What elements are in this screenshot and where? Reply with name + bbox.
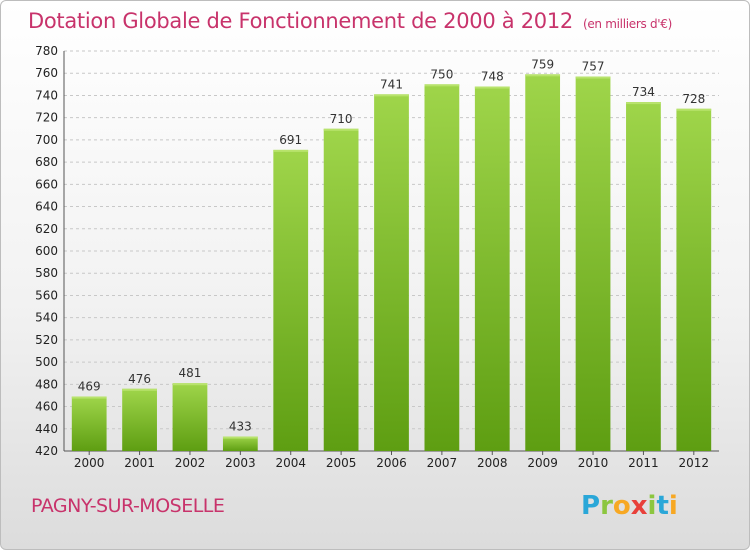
x-tick-label: 2004: [275, 456, 306, 470]
x-tick-label: 2006: [376, 456, 407, 470]
logo-letter: r: [600, 491, 613, 521]
data-label: 710: [330, 112, 353, 126]
data-label: 728: [682, 92, 705, 106]
bar: [474, 86, 510, 452]
y-tick-label: 600: [35, 244, 58, 258]
bar-highlight: [323, 128, 359, 131]
y-tick-label: 640: [35, 200, 58, 214]
x-tick-label: 2002: [175, 456, 206, 470]
y-tick-label: 420: [35, 444, 58, 458]
y-tick-label: 440: [35, 422, 58, 436]
y-tick-label: 780: [35, 44, 58, 58]
y-tick-label: 520: [35, 333, 58, 347]
x-tick-label: 2005: [326, 456, 357, 470]
logo-letter: i: [668, 491, 678, 521]
bar: [122, 388, 157, 451]
x-tick-label: 2003: [225, 456, 256, 470]
bar-highlight: [676, 108, 712, 111]
data-labels: 469 476 481 433 691 710 741 750 748 759 757 734 728: [78, 57, 706, 433]
bar: [222, 436, 258, 451]
bars: [71, 74, 712, 452]
bar-highlight: [474, 86, 510, 89]
x-tick-label: 2009: [527, 456, 558, 470]
logo-letter: o: [612, 491, 631, 521]
bar-highlight: [525, 74, 561, 77]
data-label: 734: [632, 85, 655, 99]
y-tick-label: 620: [35, 222, 58, 236]
data-label: 748: [481, 70, 504, 84]
x-tick-label: 2011: [628, 456, 659, 470]
y-tick-label: 760: [35, 66, 58, 80]
logo-letter: t: [656, 491, 669, 521]
chart-subtitle: (en milliers d'€): [582, 17, 672, 31]
bar: [525, 74, 561, 451]
bar: [71, 396, 107, 451]
bar: [575, 76, 611, 452]
bar-highlight: [575, 76, 611, 79]
y-tick-label: 540: [35, 311, 58, 325]
chart-title-text: Dotation Globale de Fonctionnement de 20…: [28, 9, 573, 33]
data-label: 476: [128, 372, 151, 386]
chart-title: Dotation Globale de Fonctionnement de 20…: [28, 9, 672, 33]
bar: [626, 102, 661, 451]
x-tick-label: 2010: [578, 456, 609, 470]
bar-highlight: [626, 102, 661, 105]
x-tick-label: 2001: [124, 456, 155, 470]
bar-highlight: [172, 383, 208, 386]
logo-letter: x: [630, 491, 648, 521]
bar: [172, 383, 208, 451]
bar: [374, 94, 409, 451]
data-label: 691: [279, 133, 302, 147]
y-tick-label: 560: [35, 288, 58, 302]
y-tick-label: 740: [35, 88, 58, 102]
bar-highlight: [122, 388, 157, 391]
logo-letter: P: [581, 491, 601, 521]
bar: [323, 128, 359, 451]
y-tick-label: 480: [35, 377, 58, 391]
commune-name: PAGNY-SUR-MOSELLE: [31, 495, 225, 517]
x-tick-label: 2008: [477, 456, 508, 470]
data-label: 469: [78, 380, 101, 394]
bar-highlight: [71, 396, 107, 399]
axes: 420 440 460 480 500 520 540 560 580 600 620 640 660 6…: [35, 44, 719, 470]
data-label: 481: [179, 366, 202, 380]
y-tick-label: 460: [35, 400, 58, 414]
x-tick-label: 2007: [427, 456, 458, 470]
bar: [424, 84, 460, 451]
y-tick-label: 660: [35, 177, 58, 191]
data-label: 741: [380, 77, 403, 91]
y-tick-label: 700: [35, 133, 58, 147]
bar-highlight: [222, 436, 258, 439]
logo-letter: i: [647, 491, 657, 521]
bar-highlight: [424, 84, 460, 87]
data-label: 757: [582, 60, 605, 74]
bar-highlight: [273, 149, 309, 152]
data-label: 750: [430, 67, 453, 81]
y-tick-label: 680: [35, 155, 58, 169]
y-tick-label: 500: [35, 355, 58, 369]
y-tick-label: 580: [35, 266, 58, 280]
data-label: 433: [229, 420, 252, 434]
x-tick-label: 2000: [74, 456, 105, 470]
y-tick-label: 720: [35, 111, 58, 125]
bar: [273, 149, 309, 451]
data-label: 759: [531, 57, 554, 71]
bar: [676, 108, 712, 452]
x-tick-label: 2012: [679, 456, 710, 470]
bar-highlight: [374, 94, 409, 97]
proxiti-logo: Proxiti: [581, 491, 678, 521]
